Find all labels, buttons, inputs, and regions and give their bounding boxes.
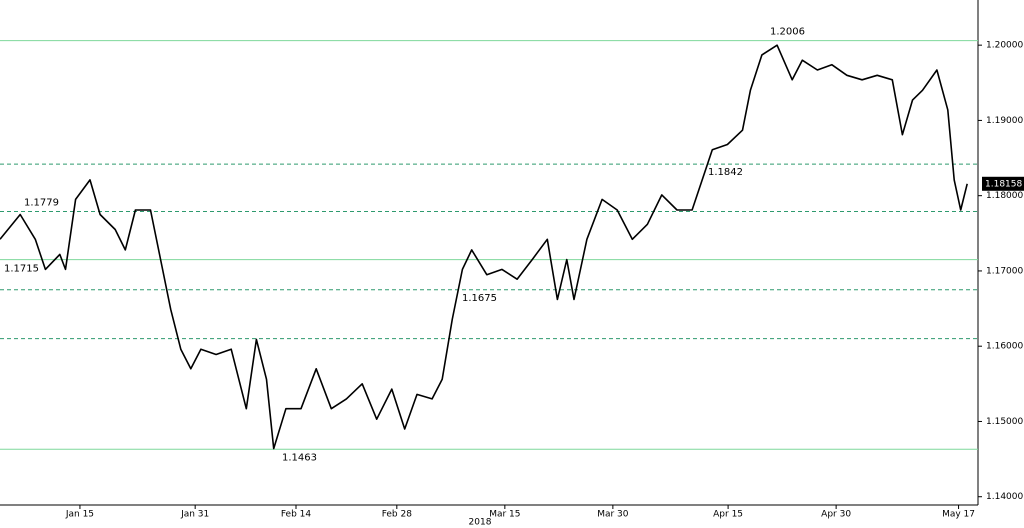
y-tick-label: 1.16000 [986, 342, 1023, 352]
level-label: 1.1675 [462, 293, 497, 304]
level-label: 1.1715 [4, 264, 39, 275]
x-tick-label: Jan 31 [180, 510, 209, 520]
last-price-tag [982, 176, 1024, 191]
level-label: 1.1463 [282, 452, 317, 463]
level-label: 1.1842 [708, 167, 743, 178]
x-tick-label: Jan 15 [65, 510, 94, 520]
price-line [0, 44, 968, 450]
x-tick-label: Apr 30 [821, 510, 851, 520]
y-tick-label: 1.19000 [986, 116, 1023, 126]
x-tick-label: Mar 30 [597, 510, 629, 520]
y-tick-label: 1.17000 [986, 266, 1023, 276]
x-axis-label: 2018 [469, 518, 492, 528]
level-label: 1.2006 [770, 27, 805, 38]
level-label: 1.1779 [24, 197, 59, 208]
y-tick-label: 1.20000 [986, 41, 1023, 51]
x-tick-label: May 17 [942, 510, 975, 520]
y-tick-label: 1.15000 [986, 417, 1023, 427]
x-tick-label: Mar 15 [489, 510, 520, 520]
y-tick-label: 1.14000 [986, 492, 1023, 502]
last-price-label: 1.18158 [985, 179, 1022, 189]
x-tick-label: Apr 15 [713, 510, 743, 520]
x-tick-label: Feb 28 [382, 510, 413, 520]
y-tick-label: 1.18000 [986, 191, 1023, 201]
x-tick-label: Feb 14 [281, 510, 312, 520]
